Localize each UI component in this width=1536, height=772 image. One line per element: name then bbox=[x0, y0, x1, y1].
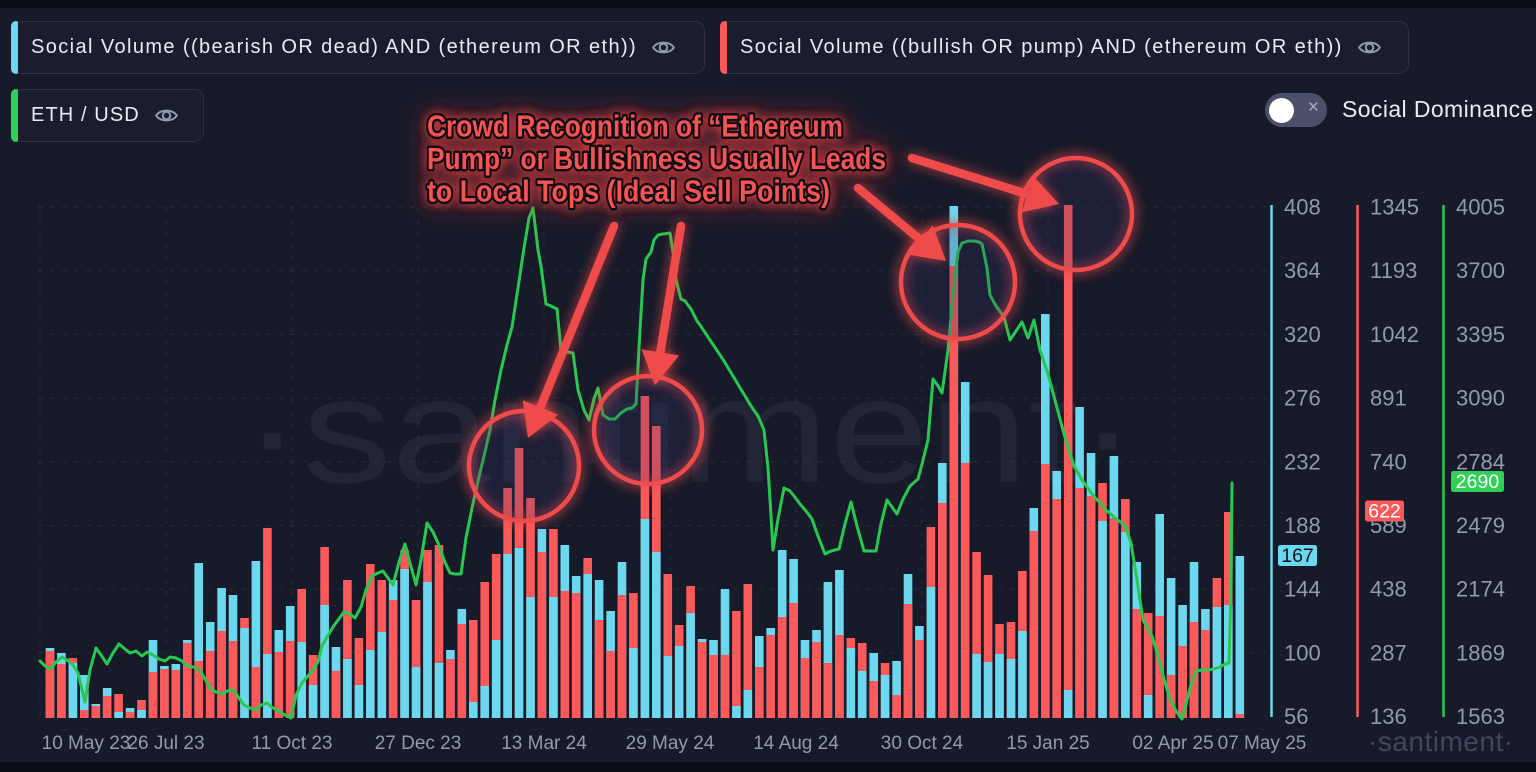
svg-text:26 Jul 23: 26 Jul 23 bbox=[127, 733, 204, 754]
svg-text:07 May 25: 07 May 25 bbox=[1218, 733, 1307, 754]
svg-text:188: 188 bbox=[1284, 513, 1321, 538]
svg-text:3700: 3700 bbox=[1456, 258, 1505, 283]
svg-text:276: 276 bbox=[1284, 386, 1321, 411]
svg-text:10 May 23: 10 May 23 bbox=[42, 733, 131, 754]
svg-text:1563: 1563 bbox=[1456, 704, 1505, 729]
svg-text:Crowd Recognition of “Ethereum: Crowd Recognition of “Ethereum bbox=[427, 109, 843, 144]
svg-text:891: 891 bbox=[1370, 386, 1407, 411]
svg-text:13 Mar 24: 13 Mar 24 bbox=[501, 733, 587, 754]
svg-text:2174: 2174 bbox=[1456, 577, 1505, 602]
svg-text:364: 364 bbox=[1284, 258, 1321, 283]
svg-text:1193: 1193 bbox=[1370, 258, 1417, 283]
svg-text:15 Jan 25: 15 Jan 25 bbox=[1006, 733, 1089, 754]
svg-text:144: 144 bbox=[1284, 577, 1321, 602]
svg-text:27 Dec 23: 27 Dec 23 bbox=[375, 733, 462, 754]
svg-text:740: 740 bbox=[1370, 449, 1407, 474]
svg-text:29 May 24: 29 May 24 bbox=[626, 733, 715, 754]
svg-text:2479: 2479 bbox=[1456, 513, 1505, 538]
svg-text:1869: 1869 bbox=[1456, 640, 1505, 665]
svg-text:408: 408 bbox=[1284, 195, 1321, 220]
svg-text:02 Apr 25: 02 Apr 25 bbox=[1132, 733, 1213, 754]
svg-text:3395: 3395 bbox=[1456, 322, 1505, 347]
svg-text:167: 167 bbox=[1281, 545, 1314, 567]
svg-text:2690: 2690 bbox=[1456, 471, 1500, 493]
svg-text:2784: 2784 bbox=[1456, 449, 1505, 474]
svg-text:3090: 3090 bbox=[1456, 386, 1505, 411]
svg-text:Pump” or Bullishness Usually L: Pump” or Bullishness Usually Leads bbox=[427, 141, 886, 176]
svg-text:232: 232 bbox=[1284, 449, 1321, 474]
svg-text:4005: 4005 bbox=[1456, 195, 1505, 220]
svg-text:136: 136 bbox=[1370, 704, 1407, 729]
svg-text:1042: 1042 bbox=[1370, 322, 1419, 347]
svg-text:287: 287 bbox=[1370, 640, 1407, 665]
svg-text:11 Oct 23: 11 Oct 23 bbox=[252, 733, 333, 754]
svg-text:320: 320 bbox=[1284, 322, 1321, 347]
svg-text:622: 622 bbox=[1368, 501, 1401, 523]
svg-text:14 Aug 24: 14 Aug 24 bbox=[753, 733, 839, 754]
svg-text:1345: 1345 bbox=[1370, 195, 1419, 220]
svg-text:100: 100 bbox=[1284, 640, 1321, 665]
svg-text:56: 56 bbox=[1284, 704, 1308, 729]
svg-text:to Local Tops (Ideal Sell Poin: to Local Tops (Ideal Sell Points) bbox=[427, 174, 830, 209]
svg-text:438: 438 bbox=[1370, 577, 1407, 602]
svg-text:30 Oct 24: 30 Oct 24 bbox=[881, 733, 964, 754]
